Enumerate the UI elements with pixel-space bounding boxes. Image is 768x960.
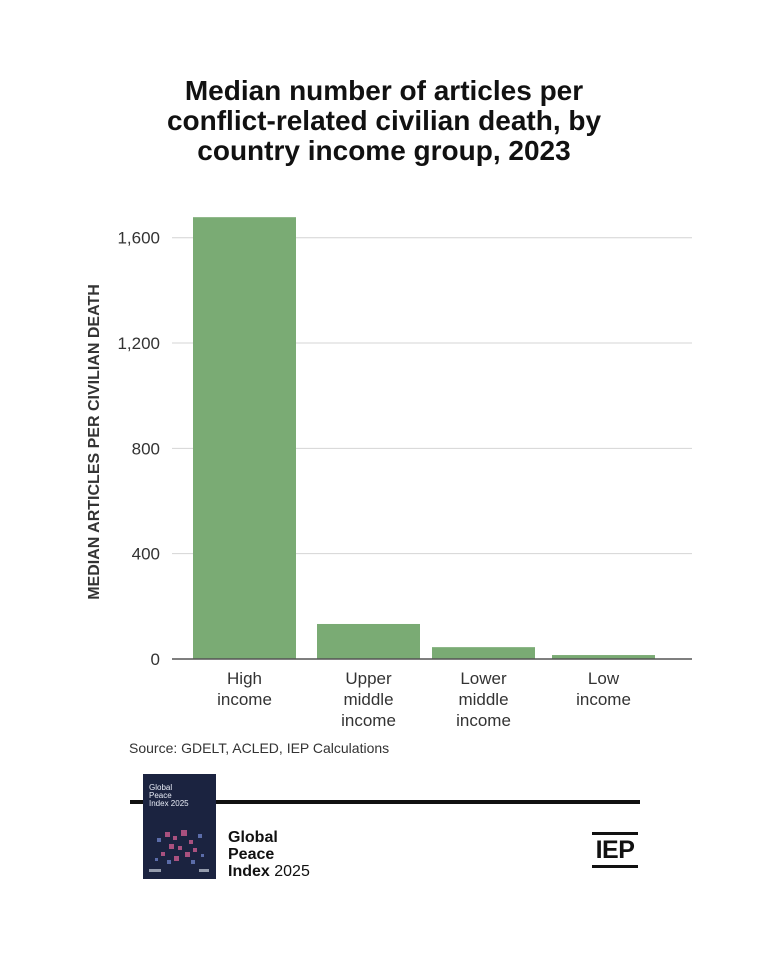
x-tick-label-1-line-1: middle bbox=[343, 690, 393, 709]
iep-logo-bottom-rule bbox=[592, 865, 638, 868]
y-tick-label-800: 800 bbox=[132, 439, 160, 458]
x-tick-label-1-line-0: Upper bbox=[345, 669, 392, 688]
report-brand: Global Peace Index 2025 bbox=[228, 829, 310, 880]
footer-divider bbox=[130, 800, 640, 804]
cover-title: Global Peace Index 2025 bbox=[149, 784, 189, 808]
x-tick-label-2: Lower middle income bbox=[456, 669, 511, 730]
iep-logo: IEP bbox=[592, 832, 638, 868]
x-tick-label-1-line-2: income bbox=[341, 711, 396, 730]
bar-3 bbox=[552, 655, 655, 659]
x-tick-label-3-line-1: income bbox=[576, 690, 631, 709]
bar-0 bbox=[193, 217, 296, 659]
x-tick-label-0: High income bbox=[217, 669, 272, 709]
brand-line-1: Global bbox=[228, 829, 278, 846]
y-tick-label-400: 400 bbox=[132, 545, 160, 564]
cover-title-line-1: Global bbox=[149, 783, 173, 792]
x-tick-label-2-line-2: income bbox=[456, 711, 511, 730]
chart-title-line-2: conflict-related civilian death, by bbox=[166, 105, 602, 136]
cover-title-line-2: Peace bbox=[149, 791, 172, 800]
x-tick-label-3: Low income bbox=[576, 669, 631, 709]
bar-2 bbox=[432, 647, 535, 659]
x-tick-label-2-line-1: middle bbox=[458, 690, 508, 709]
x-tick-label-2-line-0: Lower bbox=[460, 669, 507, 688]
chart-title-line-1: Median number of articles per bbox=[184, 75, 584, 106]
y-tick-label-0: 0 bbox=[151, 650, 160, 669]
cover-title-line-3: Index 2025 bbox=[149, 799, 189, 808]
x-tick-label-1: Upper middle income bbox=[341, 669, 396, 730]
brand-line-2: Peace bbox=[228, 846, 275, 863]
chart-title-line-3: country income group, 2023 bbox=[197, 135, 571, 166]
y-tick-label-1200: 1,200 bbox=[117, 334, 160, 353]
iep-logo-text: IEP bbox=[595, 836, 635, 864]
brand-line-3: Index 2025 bbox=[228, 863, 310, 880]
brand-line-3-bold: Index bbox=[228, 863, 270, 880]
y-axis-title: MEDIAN ARTICLES PER CIVILIAN DEATH bbox=[86, 284, 103, 600]
y-tick-label-1600: 1,600 bbox=[117, 229, 160, 248]
x-tick-label-3-line-0: Low bbox=[588, 669, 620, 688]
bar-chart: 0 400 800 1,200 1,600 High income Upper middle in… bbox=[86, 217, 692, 730]
chart-title: Median number of articles per conflict-r… bbox=[100, 76, 668, 166]
report-cover-image: Global Peace Index 2025 bbox=[143, 774, 216, 879]
source-note: Source: GDELT, ACLED, IEP Calculations bbox=[129, 740, 390, 756]
x-tick-label-0-line-0: High bbox=[227, 669, 262, 688]
bar-1 bbox=[317, 623, 420, 659]
x-tick-label-0-line-1: income bbox=[217, 690, 272, 709]
brand-line-3-rest: 2025 bbox=[269, 863, 310, 880]
iep-logo-top-rule bbox=[592, 832, 638, 835]
cover-artwork bbox=[149, 830, 209, 872]
